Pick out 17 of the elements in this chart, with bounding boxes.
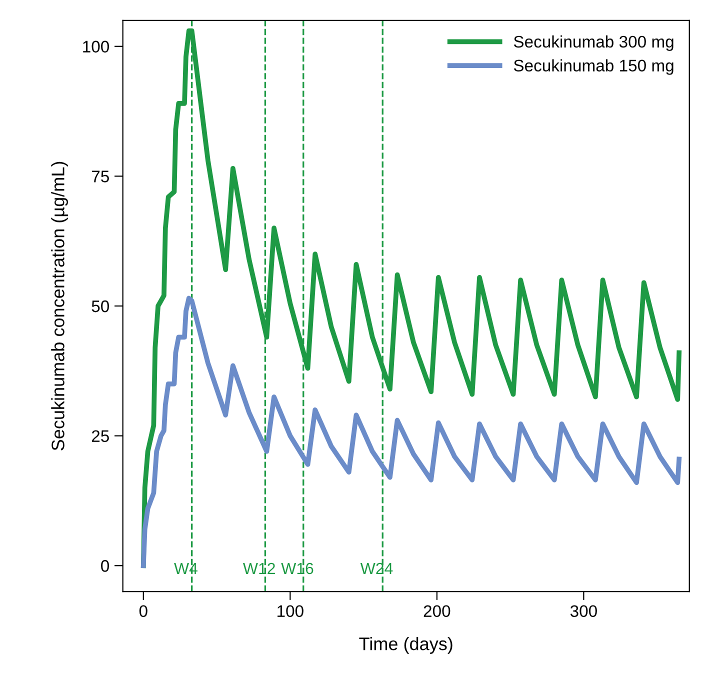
ref-line-label: W12 bbox=[242, 562, 275, 574]
x-tick-label: 300 bbox=[570, 605, 597, 618]
y-tick-label: 75 bbox=[92, 170, 109, 182]
y-tick-label: 100 bbox=[83, 40, 110, 53]
y-tick-label: 0 bbox=[101, 560, 110, 572]
y-axis-title: Secukinumab concentration (µg/mL) bbox=[51, 162, 68, 450]
x-tick-label: 0 bbox=[139, 605, 148, 618]
x-axis-title: Time (days) bbox=[359, 637, 452, 654]
ref-line-label: W16 bbox=[281, 562, 314, 574]
legend-label: Secukinumab 150 mg bbox=[514, 59, 674, 75]
y-tick-label: 50 bbox=[92, 300, 110, 312]
y-tick-label: 25 bbox=[92, 430, 109, 442]
ref-line-label: W24 bbox=[360, 562, 393, 574]
x-tick-label: 200 bbox=[424, 605, 450, 618]
ref-line-label: W4 bbox=[174, 563, 198, 574]
legend-label: Secukinumab 300 mg bbox=[514, 35, 674, 51]
x-tick-label: 100 bbox=[278, 605, 304, 618]
